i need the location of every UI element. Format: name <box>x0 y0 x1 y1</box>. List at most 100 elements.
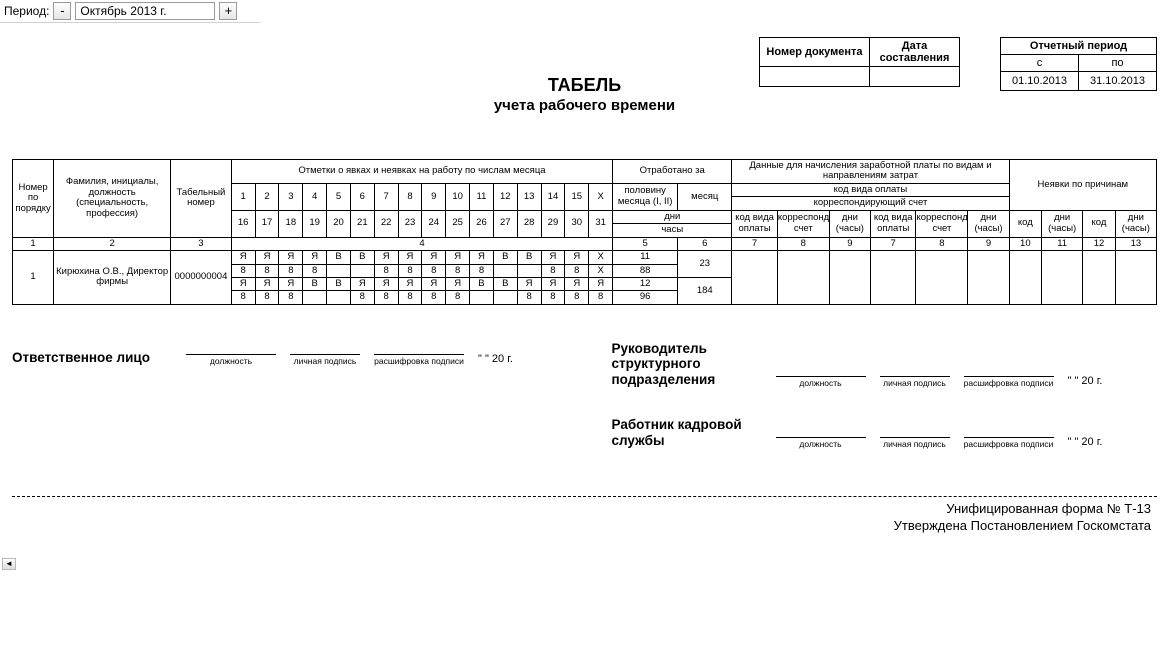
days-label: дни <box>613 210 732 223</box>
pay-code-2: код вида оплаты <box>870 210 915 237</box>
hscroll-left-icon[interactable]: ◄ <box>2 558 16 570</box>
col-num-header: Номер по порядку <box>13 160 54 238</box>
hr-position-field <box>776 424 866 438</box>
doc-number-label: Номер документа <box>760 38 870 67</box>
doc-number-cell <box>760 67 870 87</box>
day-bot-5: 21 <box>350 210 374 237</box>
footer-line2: Утверждена Постановлением Госкомстата <box>12 518 1151 534</box>
col-worked-header: Отработано за <box>613 160 732 184</box>
mark: 8 <box>517 291 541 304</box>
hr-decipher-field <box>964 424 1054 438</box>
pay-code-1: код вида оплаты <box>732 210 777 237</box>
doc-header-row: Номер документа Дата составления Отчетны… <box>12 37 1157 91</box>
abs-code-2: код <box>1083 210 1115 237</box>
corr-account-header: корреспондирующий счет <box>732 197 1009 210</box>
mark: Я <box>350 277 374 290</box>
mark: 8 <box>541 291 565 304</box>
mark: Я <box>279 277 303 290</box>
half-days-1: 11 <box>613 251 678 264</box>
mark: Я <box>565 277 589 290</box>
mark: В <box>303 277 327 290</box>
day-top-4: 5 <box>327 183 351 210</box>
row-name: Кирюхина О.В., Директор фирмы <box>54 251 171 305</box>
period-prev-button[interactable]: - <box>53 2 71 20</box>
table-row: 1Кирюхина О.В., Директор фирмы0000000004… <box>13 251 1157 264</box>
day-bot-12: 28 <box>517 210 541 237</box>
hr-date: " " 20 г. <box>1068 436 1103 448</box>
abs-cell <box>1009 251 1041 305</box>
period-field[interactable]: Октябрь 2013 г. <box>75 2 215 20</box>
head-sign-cap: личная подпись <box>883 379 946 388</box>
day-bot-7: 23 <box>398 210 422 237</box>
doc-number-table: Номер документа Дата составления <box>759 37 960 87</box>
day-bot-13: 29 <box>541 210 565 237</box>
mark: 8 <box>374 291 398 304</box>
report-period-label: Отчетный период <box>1001 38 1157 55</box>
abs-days-1: дни (часы) <box>1042 210 1083 237</box>
mark: Я <box>541 277 565 290</box>
period-toolbar: Период: - Октябрь 2013 г. + <box>0 0 1169 22</box>
timesheet-table: Номер по порядкуФамилия, инициалы, должн… <box>12 159 1157 305</box>
mark <box>327 264 351 277</box>
period-next-button[interactable]: + <box>219 2 237 20</box>
month-days: 23 <box>678 251 732 278</box>
abs-cell <box>1115 251 1156 305</box>
mark: 8 <box>470 264 494 277</box>
report-to: 31.10.2013 <box>1079 72 1157 91</box>
resp-sign-cap: личная подпись <box>294 357 357 366</box>
mark: 8 <box>589 291 613 304</box>
mark: 8 <box>565 264 589 277</box>
mark: 8 <box>279 291 303 304</box>
month-hours: 184 <box>678 277 732 304</box>
resp-date: " " 20 г. <box>478 353 513 365</box>
mark: В <box>517 251 541 264</box>
resp-decipher-cap: расшифровка подписи <box>374 357 464 366</box>
resp-decipher-field <box>374 341 464 355</box>
mark: Я <box>470 251 494 264</box>
mark: 8 <box>422 291 446 304</box>
abs-cell <box>1083 251 1115 305</box>
abs-days-2: дни (часы) <box>1115 210 1156 237</box>
day-top-5: 6 <box>350 183 374 210</box>
responsible-label: Ответственное лицо <box>12 350 172 365</box>
mark: Х <box>589 264 613 277</box>
footer-divider <box>12 496 1157 497</box>
mark <box>470 291 494 304</box>
mark: 8 <box>255 291 279 304</box>
day-bot-4: 20 <box>327 210 351 237</box>
mark: 8 <box>398 264 422 277</box>
mark: В <box>350 251 374 264</box>
row-num: 1 <box>13 251 54 305</box>
day-top-1: 2 <box>255 183 279 210</box>
mark: Я <box>279 251 303 264</box>
mark: Я <box>446 251 470 264</box>
mark: 8 <box>231 264 255 277</box>
mark: В <box>470 277 494 290</box>
mark: Я <box>541 251 565 264</box>
mark: Я <box>398 277 422 290</box>
mark: Я <box>231 277 255 290</box>
day-top-2: 3 <box>279 183 303 210</box>
pay-cell <box>829 251 870 305</box>
resp-position-field <box>186 341 276 355</box>
mark: Я <box>303 251 327 264</box>
mark: Я <box>565 251 589 264</box>
pay-corr-2: корреспондирующий счет <box>916 210 968 237</box>
day-top-0: 1 <box>231 183 255 210</box>
mark: 8 <box>231 291 255 304</box>
mark: 8 <box>255 264 279 277</box>
half-days-2: 12 <box>613 277 678 290</box>
hr-sign-field <box>880 424 950 438</box>
hr-sign-cap: личная подпись <box>883 440 946 449</box>
signature-area: Ответственное лицо должность личная подп… <box>12 341 1157 479</box>
report-period-table: Отчетный период с по 01.10.2013 31.10.20… <box>1000 37 1157 91</box>
column-number-row: 12345678978910111213 <box>13 237 1157 250</box>
col-marks-header: Отметки о явках и неявках на работу по ч… <box>231 160 612 184</box>
mark: В <box>493 277 517 290</box>
day-top-12: 13 <box>517 183 541 210</box>
head-sign-row: Руководитель структурного подразделения … <box>612 341 1158 388</box>
abs-code-1: код <box>1009 210 1041 237</box>
mark: Я <box>517 277 541 290</box>
mark: Я <box>398 251 422 264</box>
mark: 8 <box>541 264 565 277</box>
